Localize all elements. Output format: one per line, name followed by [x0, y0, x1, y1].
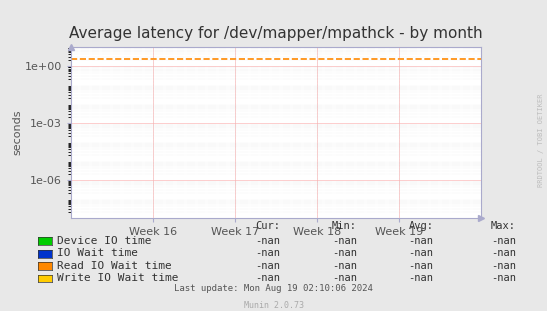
Text: -nan: -nan [409, 248, 434, 258]
Text: -nan: -nan [332, 273, 357, 283]
Text: -nan: -nan [255, 261, 281, 271]
Text: Device IO time: Device IO time [57, 236, 152, 246]
Text: Cur:: Cur: [255, 220, 281, 230]
Text: -nan: -nan [255, 236, 281, 246]
Text: Min:: Min: [332, 220, 357, 230]
Text: Max:: Max: [491, 220, 516, 230]
Text: RRDTOOL / TOBI OETIKER: RRDTOOL / TOBI OETIKER [538, 93, 544, 187]
Text: -nan: -nan [332, 261, 357, 271]
Text: Avg:: Avg: [409, 220, 434, 230]
Text: -nan: -nan [491, 236, 516, 246]
Text: -nan: -nan [255, 248, 281, 258]
Text: -nan: -nan [332, 236, 357, 246]
Text: Last update: Mon Aug 19 02:10:06 2024: Last update: Mon Aug 19 02:10:06 2024 [174, 284, 373, 293]
Text: -nan: -nan [491, 248, 516, 258]
Text: Munin 2.0.73: Munin 2.0.73 [243, 301, 304, 310]
Text: Read IO Wait time: Read IO Wait time [57, 261, 172, 271]
Text: -nan: -nan [491, 261, 516, 271]
Title: Average latency for /dev/mapper/mpathck - by month: Average latency for /dev/mapper/mpathck … [69, 26, 483, 41]
Text: -nan: -nan [255, 273, 281, 283]
Text: Write IO Wait time: Write IO Wait time [57, 273, 179, 283]
Text: -nan: -nan [491, 273, 516, 283]
Text: IO Wait time: IO Wait time [57, 248, 138, 258]
Text: -nan: -nan [409, 273, 434, 283]
Y-axis label: seconds: seconds [12, 109, 22, 155]
Text: -nan: -nan [409, 236, 434, 246]
Text: -nan: -nan [332, 248, 357, 258]
Text: -nan: -nan [409, 261, 434, 271]
